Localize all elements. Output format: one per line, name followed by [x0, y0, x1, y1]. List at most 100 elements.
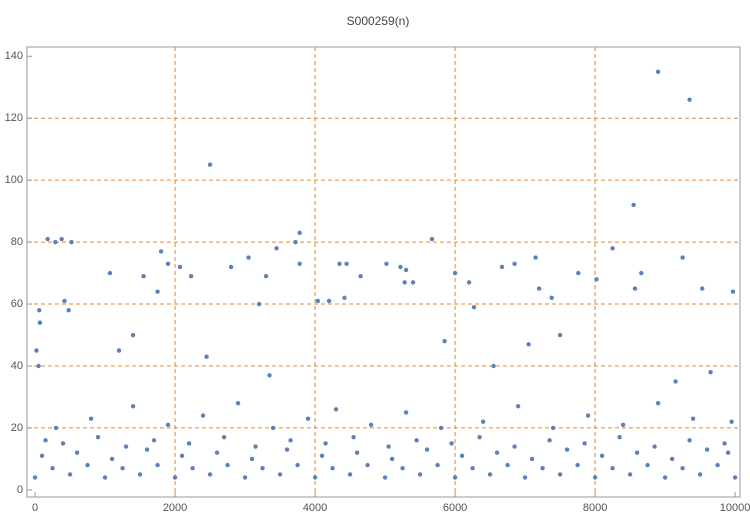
- point: [342, 295, 347, 301]
- point: [471, 304, 477, 310]
- point: [67, 472, 73, 477]
- point: [358, 273, 363, 279]
- point: [50, 465, 55, 471]
- point: [414, 438, 419, 443]
- point: [315, 298, 321, 304]
- point: [505, 462, 510, 468]
- point: [715, 462, 720, 468]
- point: [699, 286, 705, 291]
- point: [74, 450, 80, 455]
- point: [37, 320, 43, 325]
- point: [32, 475, 38, 480]
- point: [288, 438, 293, 443]
- point: [592, 475, 598, 480]
- point: [60, 441, 66, 446]
- point: [669, 456, 675, 462]
- point: [725, 450, 731, 455]
- point: [319, 453, 325, 459]
- x-tick-label: 2000: [163, 502, 187, 514]
- point: [274, 246, 279, 251]
- point: [631, 202, 636, 208]
- point: [107, 270, 113, 276]
- point: [34, 348, 39, 353]
- point: [424, 447, 430, 452]
- point: [155, 462, 160, 468]
- point: [564, 447, 570, 452]
- point: [137, 472, 143, 477]
- plot-frame: [26, 46, 741, 498]
- point: [673, 379, 678, 384]
- point: [66, 308, 71, 313]
- point: [730, 289, 736, 294]
- point: [550, 425, 556, 431]
- point: [494, 450, 500, 455]
- x-tick-label: 8000: [583, 502, 607, 514]
- point: [690, 416, 696, 421]
- point: [547, 438, 552, 443]
- point: [599, 453, 605, 459]
- point: [151, 438, 157, 443]
- x-tick-label: 0: [32, 502, 38, 514]
- point: [627, 472, 633, 477]
- point: [242, 475, 248, 480]
- point: [354, 450, 360, 455]
- point: [466, 280, 472, 285]
- point: [620, 422, 626, 428]
- point: [645, 462, 650, 468]
- point: [557, 332, 563, 338]
- point: [403, 267, 409, 273]
- point: [333, 407, 339, 412]
- point: [235, 400, 241, 406]
- point: [297, 230, 302, 236]
- point: [246, 255, 251, 260]
- y-tick-label: 100: [5, 174, 23, 186]
- point: [662, 475, 668, 480]
- point: [293, 239, 298, 245]
- point: [617, 435, 622, 440]
- point: [491, 363, 496, 369]
- point: [655, 69, 661, 74]
- point: [655, 400, 661, 406]
- point: [368, 422, 374, 428]
- point: [549, 295, 554, 301]
- x-tick-label: 4000: [303, 502, 327, 514]
- point: [158, 249, 164, 254]
- point: [438, 425, 444, 431]
- point: [260, 465, 265, 471]
- point: [639, 270, 644, 276]
- point: [36, 363, 41, 369]
- point: [594, 277, 599, 282]
- x-tick-label: 6000: [443, 502, 467, 514]
- point: [632, 286, 638, 291]
- y-tick-label: 40: [11, 360, 23, 372]
- point: [610, 465, 615, 471]
- y-tick-label: 120: [5, 112, 23, 124]
- point: [526, 342, 531, 347]
- point: [533, 255, 538, 260]
- point: [305, 416, 311, 421]
- point: [697, 472, 703, 477]
- point: [200, 413, 206, 418]
- point: [323, 441, 328, 446]
- point: [680, 465, 685, 471]
- point: [188, 273, 194, 279]
- point: [207, 472, 213, 477]
- point: [389, 456, 395, 462]
- point: [330, 465, 335, 471]
- point: [165, 422, 171, 428]
- point: [480, 419, 486, 424]
- point: [123, 444, 129, 449]
- point: [120, 465, 125, 471]
- point: [384, 261, 389, 266]
- point: [295, 462, 300, 468]
- point: [45, 236, 50, 242]
- point: [347, 472, 353, 477]
- point: [576, 270, 581, 276]
- point: [417, 472, 423, 477]
- point: [116, 348, 122, 353]
- point: [499, 264, 505, 270]
- point: [53, 425, 59, 431]
- point: [452, 270, 458, 276]
